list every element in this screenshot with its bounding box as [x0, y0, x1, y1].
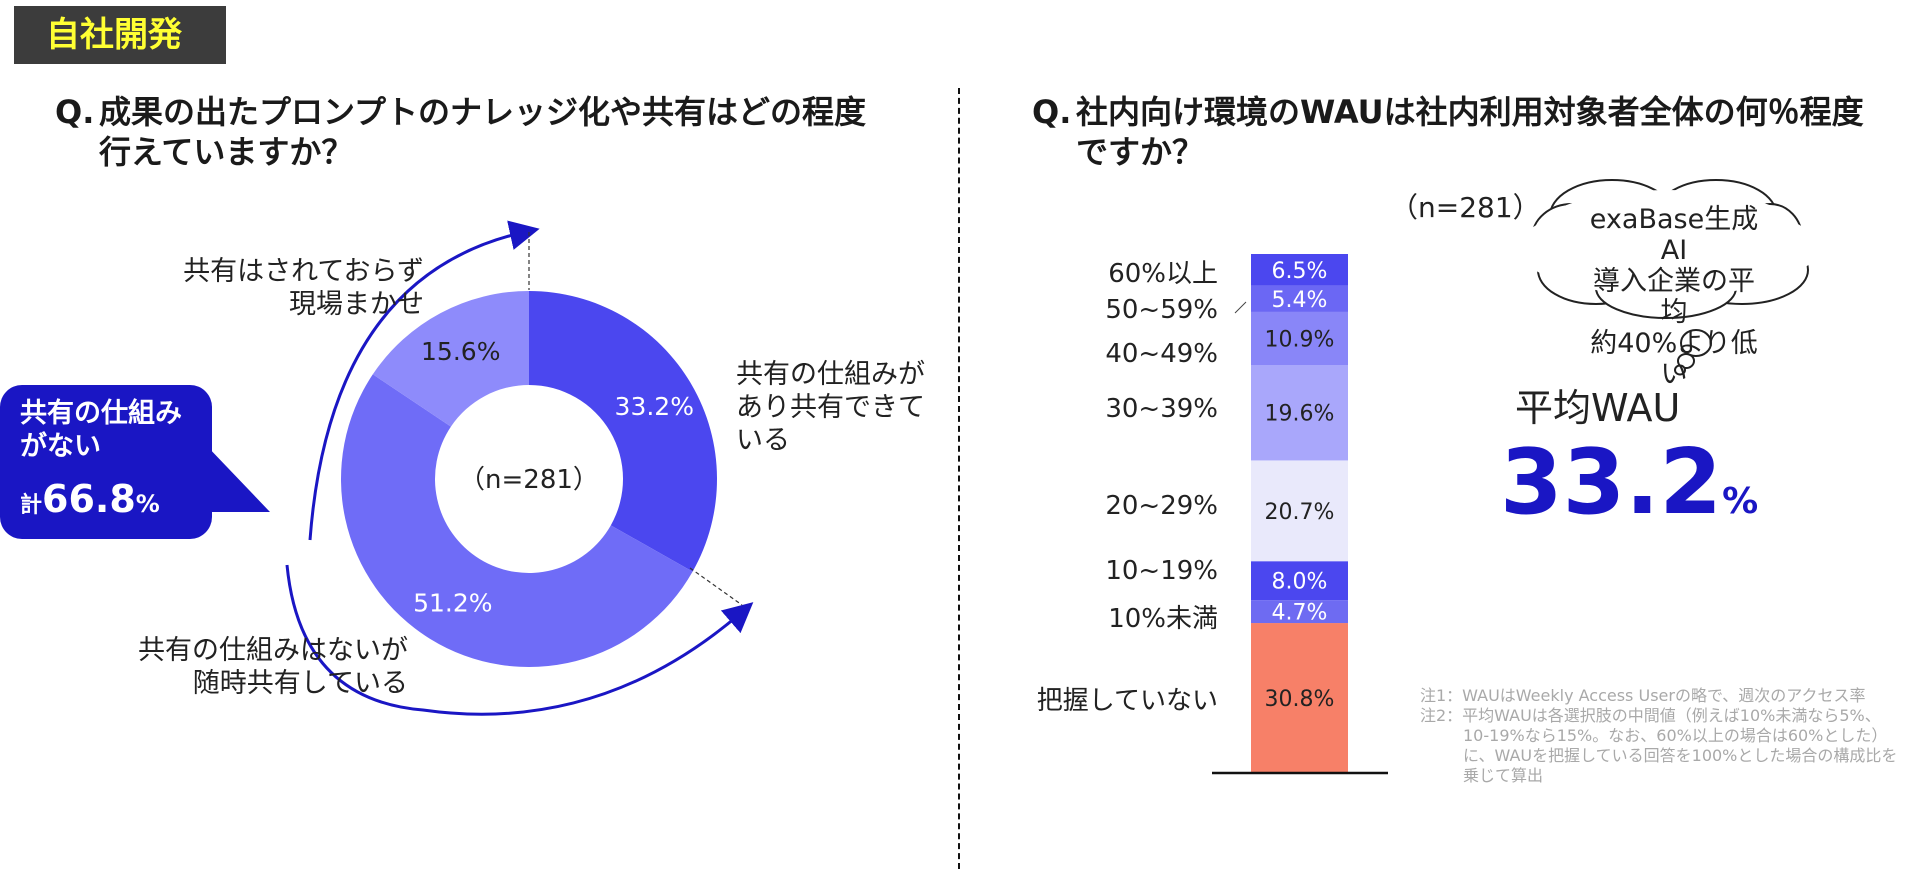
- cloud-fill: [1538, 190, 1798, 270]
- footnote: 注2：平均WAUは各選択肢の中間値（例えば10%未満なら5%、10-19%なら1…: [1420, 706, 1898, 785]
- callout-unit: %: [135, 490, 160, 518]
- bar-category-label: 20~29%: [1105, 491, 1218, 521]
- cloud-text: exaBase生成AI 導入企業の平均 約40%より低い: [1584, 204, 1764, 390]
- left-question-text: 成果の出たプロンプトのナレッジ化や共有はどの程度 行えていますか？: [99, 92, 866, 172]
- bar-segment: [1251, 365, 1348, 461]
- panel-divider: [958, 88, 960, 869]
- callout-no-system: 共有の仕組み がない 計66.8%: [0, 385, 212, 539]
- bar-value-label: 6.5%: [1272, 259, 1328, 284]
- cloud-bubble: [1677, 353, 1695, 369]
- bar-value-label: 4.7%: [1272, 601, 1328, 626]
- bar-segment: [1251, 561, 1348, 601]
- bar-value-label: 30.8%: [1265, 687, 1335, 712]
- bar-segment: [1251, 285, 1348, 312]
- bar-value-label: 8.0%: [1272, 570, 1328, 595]
- arrow-leader-bottom: [689, 567, 743, 606]
- bar-category-label: 30~39%: [1105, 394, 1218, 424]
- right-question: Q. 社内向け環境のWAUは社内利用対象者全体の何％程度 ですか？: [1032, 92, 1892, 174]
- arrow-upper: [308, 220, 540, 541]
- bar-segment: [1251, 311, 1348, 366]
- donut-slice-shared: [529, 291, 717, 572]
- label-line: あり共有できて: [736, 392, 925, 423]
- question-line: 成果の出たプロンプトのナレッジ化や共有はどの程度: [99, 93, 867, 131]
- label-adhoc-shared: 共有の仕組みはないが 随時共有している: [118, 634, 408, 700]
- bar-value-label: 10.9%: [1265, 327, 1335, 352]
- question-line: ですか？: [1076, 133, 1205, 171]
- average-wau-number: 33.2: [1500, 430, 1723, 535]
- cloud-bubble: [1680, 329, 1712, 357]
- cloud-line: 導入企業の平均: [1593, 266, 1755, 328]
- average-wau-unit: %: [1722, 481, 1759, 522]
- label-line: 現場まかせ: [289, 289, 424, 320]
- cloud-line: 約40%より低い: [1590, 328, 1758, 390]
- label-none-shared: 共有はされておらず 現場まかせ: [164, 255, 424, 321]
- average-wau-label: 平均WAU: [1515, 386, 1681, 430]
- callout-line: 共有の仕組み: [20, 398, 182, 429]
- bar-category-label: 40~49%: [1105, 339, 1218, 369]
- cloud-line: exaBase生成AI: [1589, 204, 1759, 266]
- donut-value-label: 33.2%: [615, 392, 694, 421]
- bar-category-label: 10~19%: [1105, 556, 1218, 586]
- bar-category-label: 10%未満: [1108, 604, 1218, 634]
- label-line: 共有の仕組みはないが: [138, 635, 408, 666]
- bar-category-label: 50~59%: [1105, 295, 1218, 325]
- footnote: 注1：WAUはWeekly Access Userの略で、週次のアクセス率: [1420, 686, 1866, 705]
- callout-total: 計66.8%: [20, 477, 160, 521]
- bar-segment: [1251, 600, 1348, 624]
- left-question-mark: Q.: [55, 93, 95, 131]
- right-question-mark: Q.: [1032, 93, 1072, 131]
- bar-value-label: 20.7%: [1265, 500, 1335, 525]
- thought-cloud: [1518, 179, 1818, 376]
- bar-category-label: 把握していない: [1036, 686, 1218, 716]
- stacked-bar-chart: 30.8% 4.7% 8.0% 20.7% 19.6% 10.9% 5.4% 6.5%: [1251, 254, 1348, 773]
- question-line: 社内向け環境のWAUは社内利用対象者全体の何％程度: [1076, 93, 1864, 131]
- donut-value-label: 51.2%: [413, 588, 492, 617]
- label-shared-system: 共有の仕組みが あり共有できて いる: [736, 358, 925, 457]
- bar-segment: [1251, 254, 1348, 286]
- donut-chart: 33.2% 51.2% 15.6% （n=281）: [340, 291, 717, 668]
- label-line: 随時共有している: [192, 668, 408, 699]
- callout-value: 66.8: [42, 477, 136, 521]
- callout-line: がない: [20, 431, 101, 462]
- donut-center-label: （n=281）: [459, 465, 599, 495]
- right-sample-size: （n=281）: [1390, 191, 1541, 224]
- footnotes: 注1：WAUはWeekly Access Userの略で、週次のアクセス率 注2…: [1420, 686, 1900, 786]
- right-question-text: 社内向け環境のWAUは社内利用対象者全体の何％程度 ですか？: [1076, 92, 1864, 172]
- average-wau-value: 33.2%: [1500, 430, 1758, 535]
- left-question: Q. 成果の出たプロンプトのナレッジ化や共有はどの程度 行えていますか？: [55, 92, 915, 174]
- label-line: 共有の仕組みが: [736, 359, 925, 390]
- donut-value-label: 15.6%: [421, 337, 500, 366]
- label-line: 共有はされておらず: [183, 256, 424, 287]
- donut-arrows: [285, 220, 754, 716]
- section-tag: 自社開発: [14, 6, 226, 64]
- bar-value-label: 5.4%: [1272, 288, 1328, 313]
- callout-pointer: [205, 444, 270, 512]
- question-line: 行えていますか？: [99, 133, 354, 171]
- donut-slice-none: [372, 291, 529, 427]
- bar-segment: [1251, 623, 1348, 773]
- bar-value-label: 19.6%: [1265, 402, 1335, 427]
- cloud-bubble: [1674, 364, 1686, 376]
- callout-prefix: 計: [20, 493, 43, 518]
- bar-category-label: 60%以上: [1108, 259, 1218, 289]
- bar-segment: [1251, 460, 1348, 562]
- category-leader: [1234, 301, 1247, 314]
- callout-title: 共有の仕組み がない: [20, 397, 182, 463]
- label-line: いる: [736, 425, 790, 456]
- donut-slice-adhoc: [340, 374, 693, 668]
- arrow-lower: [285, 564, 754, 716]
